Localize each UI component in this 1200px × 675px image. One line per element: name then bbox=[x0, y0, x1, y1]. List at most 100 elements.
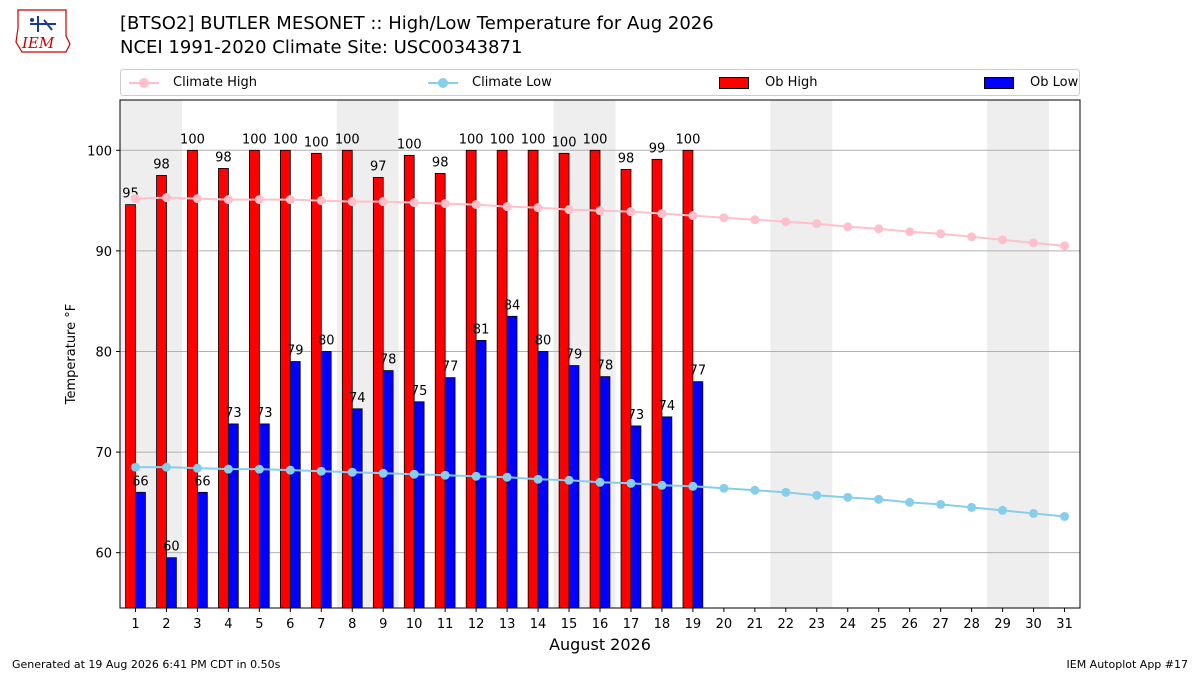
generated-timestamp: Generated at 19 Aug 2026 6:41 PM CDT in … bbox=[12, 658, 281, 671]
x-tick-label: 1 bbox=[131, 617, 139, 632]
ob-low-label: 78 bbox=[380, 353, 397, 368]
x-tick-label: 11 bbox=[437, 617, 454, 632]
ob-high-label: 98 bbox=[215, 150, 232, 165]
climate-low-point bbox=[936, 499, 946, 509]
x-tick-label: 19 bbox=[685, 617, 702, 632]
ob-high-label: 100 bbox=[273, 132, 298, 147]
ob-high-label: 100 bbox=[180, 132, 205, 147]
ob-high-label: 100 bbox=[397, 137, 422, 152]
x-tick-label: 27 bbox=[932, 617, 949, 632]
ob-high-label: 100 bbox=[676, 132, 701, 147]
climate-low-point bbox=[781, 487, 791, 497]
climate-high-point bbox=[440, 199, 450, 209]
x-tick-label: 26 bbox=[901, 617, 918, 632]
x-tick-label: 6 bbox=[286, 617, 294, 632]
x-tick-label: 7 bbox=[317, 617, 325, 632]
ob-high-label: 100 bbox=[304, 135, 329, 150]
ob-high-bar bbox=[651, 158, 663, 609]
y-tick-label: 100 bbox=[87, 144, 112, 159]
climate-high-point bbox=[564, 205, 574, 215]
ob-low-label: 74 bbox=[349, 391, 366, 406]
climate-high-point bbox=[533, 203, 543, 213]
y-tick-label: 80 bbox=[95, 345, 112, 360]
ob-high-label: 100 bbox=[242, 132, 267, 147]
climate-high-point bbox=[936, 229, 946, 239]
ob-low-bar bbox=[661, 416, 673, 609]
climate-high-point bbox=[750, 215, 760, 225]
climate-low-point bbox=[905, 497, 915, 507]
climate-low-point bbox=[1060, 511, 1070, 521]
ob-low-bar bbox=[320, 351, 332, 609]
ob-high-bar bbox=[372, 177, 384, 609]
ob-low-bar bbox=[258, 423, 270, 609]
climate-low-point bbox=[688, 481, 698, 491]
ob-low-bar bbox=[166, 557, 177, 609]
ob-low-bar bbox=[692, 381, 704, 609]
climate-low-point bbox=[502, 472, 512, 482]
ob-low-label: 73 bbox=[256, 406, 273, 421]
x-tick-label: 24 bbox=[839, 617, 856, 632]
climate-high-point bbox=[285, 195, 295, 205]
ob-high-label: 99 bbox=[649, 141, 666, 156]
climate-high-point bbox=[192, 194, 202, 204]
ob-low-label: 66 bbox=[132, 474, 149, 489]
climate-high-point bbox=[471, 200, 481, 210]
legend-line-climate-high bbox=[129, 77, 159, 88]
x-tick-label: 9 bbox=[379, 617, 387, 632]
y-axis-title: Temperature °F bbox=[64, 304, 79, 405]
climate-low-point bbox=[967, 502, 977, 512]
climate-high-point bbox=[254, 195, 264, 205]
ob-high-bar bbox=[589, 149, 601, 609]
climate-high-point bbox=[688, 211, 698, 221]
climate-high-point bbox=[874, 224, 884, 234]
legend-line-climate-low bbox=[428, 77, 458, 88]
legend-swatch-ob-high bbox=[719, 76, 749, 89]
climate-low-point bbox=[998, 505, 1008, 515]
legend-item-climate-high: Climate High bbox=[129, 70, 257, 95]
ob-low-bar bbox=[197, 491, 208, 609]
ob-low-label: 75 bbox=[411, 384, 428, 399]
ob-high-label: 98 bbox=[432, 155, 449, 170]
climate-low-point bbox=[254, 464, 264, 474]
climate-high-point bbox=[595, 206, 605, 216]
x-tick-label: 8 bbox=[348, 617, 356, 632]
ob-low-label: 77 bbox=[690, 364, 707, 379]
climate-high-point bbox=[502, 202, 512, 212]
x-tick-label: 12 bbox=[468, 617, 485, 632]
x-tick-label: 21 bbox=[747, 617, 764, 632]
ob-low-label: 78 bbox=[597, 359, 614, 374]
climate-low-point bbox=[657, 480, 667, 490]
climate-low-point bbox=[1029, 508, 1039, 518]
climate-low-point bbox=[285, 465, 295, 475]
ob-low-label: 80 bbox=[535, 333, 552, 348]
x-tick-label: 30 bbox=[1025, 617, 1042, 632]
ob-low-bar bbox=[227, 423, 239, 609]
ob-low-label: 60 bbox=[163, 540, 180, 555]
climate-high-point bbox=[161, 193, 171, 203]
x-tick-label: 15 bbox=[561, 617, 578, 632]
climate-low-point bbox=[192, 463, 202, 473]
climate-low-point bbox=[595, 477, 605, 487]
ob-high-bar bbox=[558, 152, 570, 609]
climate-low-point bbox=[378, 468, 388, 478]
climate-high-point bbox=[998, 235, 1008, 245]
ob-high-label: 100 bbox=[459, 132, 484, 147]
climate-low-point bbox=[533, 474, 543, 484]
ob-low-label: 80 bbox=[318, 333, 335, 348]
iem-logo: IEM bbox=[15, 9, 71, 53]
climate-high-point bbox=[719, 213, 729, 223]
y-tick-label: 90 bbox=[95, 245, 112, 260]
x-tick-label: 25 bbox=[870, 617, 887, 632]
legend-item-ob-low: Ob Low bbox=[984, 70, 1078, 95]
shaded-day-band bbox=[770, 100, 833, 608]
x-tick-label: 14 bbox=[530, 617, 547, 632]
ob-high-bar bbox=[187, 149, 198, 609]
climate-low-point bbox=[564, 475, 574, 485]
ob-high-label: 98 bbox=[153, 157, 170, 172]
ob-high-bar bbox=[249, 149, 260, 609]
climate-high-point bbox=[1060, 241, 1070, 251]
climate-high-point bbox=[316, 196, 326, 206]
climate-low-point bbox=[843, 492, 853, 502]
climate-low-point bbox=[719, 483, 729, 493]
